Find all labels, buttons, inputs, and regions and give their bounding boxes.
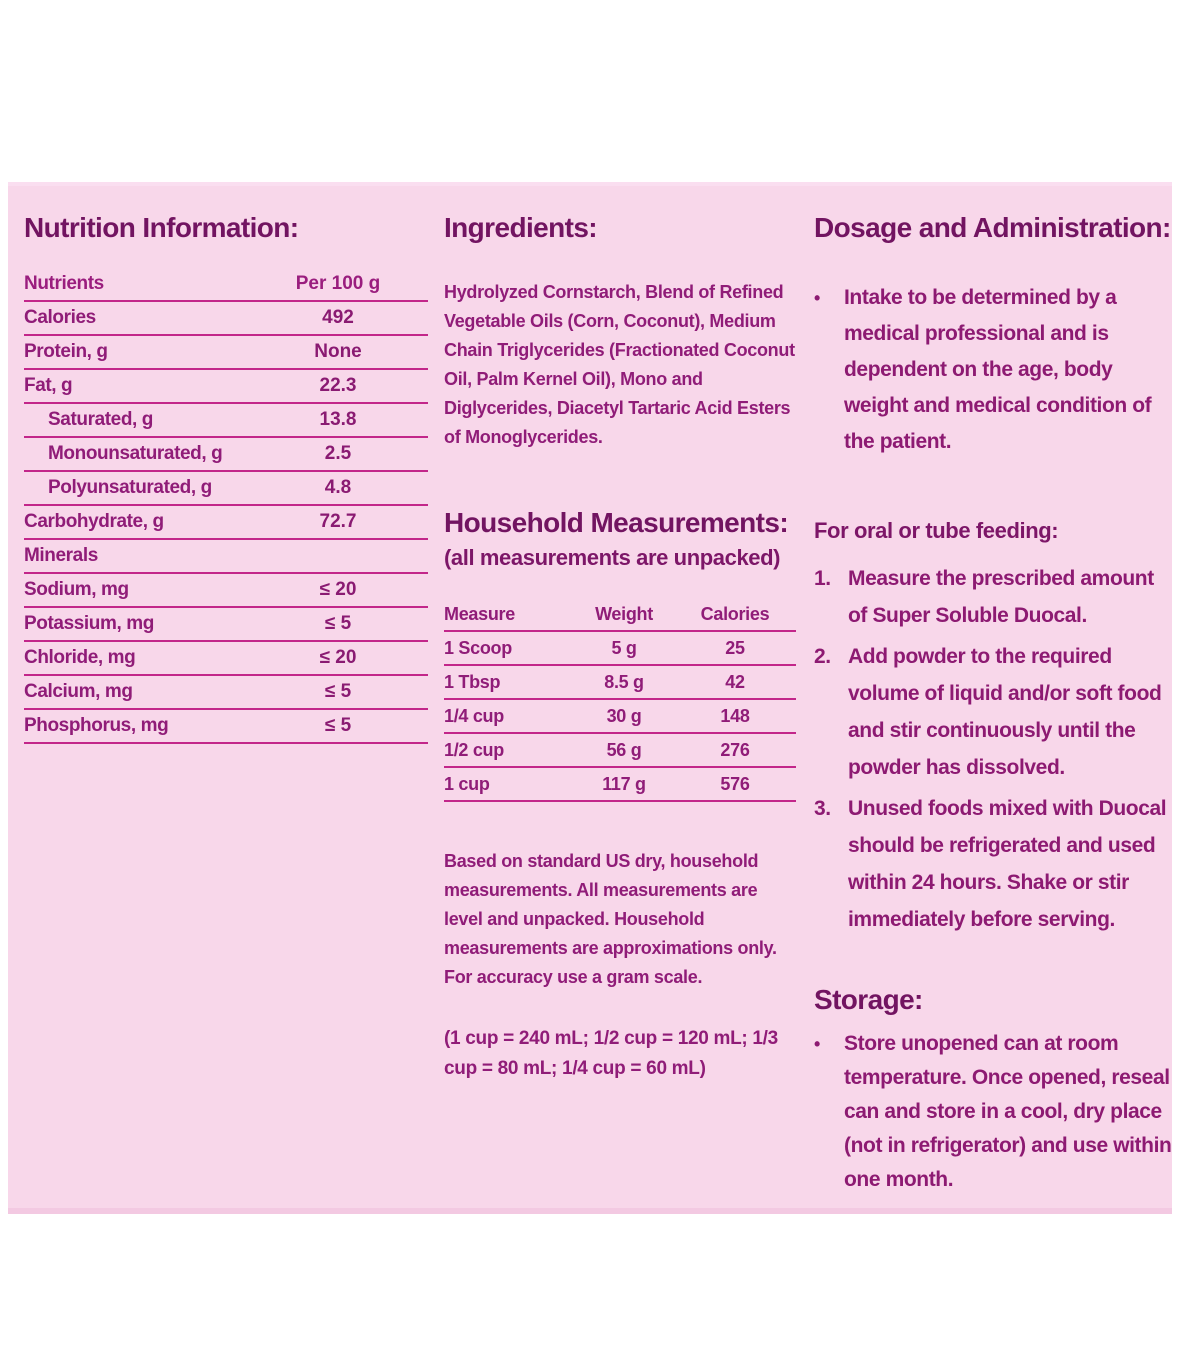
nutrient-value: 13.8 — [319, 409, 357, 430]
bullet-icon: • — [814, 1034, 820, 1054]
nutrient-label: Protein, g — [24, 341, 108, 362]
nutrient-value: 72.7 — [319, 511, 357, 532]
calories-value: 25 — [725, 637, 745, 658]
cup-conversions: (1 cup = 240 mL; 1/2 cup = 120 mL; 1/3 c… — [444, 1028, 778, 1079]
household-header-row: Measure Weight Calories — [444, 598, 796, 632]
table-row: 1 Tbsp 8.5 g 42 — [444, 666, 796, 700]
nutrition-header-row: Nutrients Per 100 g — [24, 268, 428, 302]
step-text: Add powder to the required volume of liq… — [848, 645, 1162, 779]
measurements-note: Based on standard US dry, household meas… — [444, 851, 777, 987]
table-row: Saturated, g 13.8 — [24, 404, 428, 438]
step-item: 2. Add powder to the required volume of … — [814, 638, 1178, 786]
nutrient-value: ≤ 5 — [324, 681, 352, 702]
dosage-title: Dosage and Administration: — [814, 212, 1171, 243]
nutrient-value: ≤ 5 — [324, 613, 352, 634]
ingredients-title: Ingredients: — [444, 212, 598, 243]
table-row: 1 cup 117 g 576 — [444, 768, 796, 802]
dosage-bullet: • Intake to be determined by a medical p… — [814, 280, 1178, 460]
weight-value: 5 g — [611, 637, 637, 658]
nutrient-label: Sodium, mg — [24, 579, 129, 600]
nutrient-label: Saturated, g — [48, 409, 153, 430]
nutrient-label: Polyunsaturated, g — [48, 477, 212, 498]
calories-header: Calories — [700, 603, 770, 624]
nutrition-column: Nutrition Information: Nutrients Per 100… — [24, 210, 428, 744]
nutrient-value: 4.8 — [324, 477, 352, 498]
nutrient-label: Carbohydrate, g — [24, 511, 164, 532]
nutrient-value: 2.5 — [324, 443, 352, 464]
feeding-heading: For oral or tube feeding: — [814, 518, 1059, 543]
nutrition-label-panel: Nutrition Information: Nutrients Per 100… — [8, 182, 1172, 1214]
table-row: Monounsaturated, g 2.5 — [24, 438, 428, 472]
per-100g-header: Per 100 g — [295, 273, 381, 294]
table-row: Polyunsaturated, g 4.8 — [24, 472, 428, 506]
storage-bullet: • Store unopened can at room temperature… — [814, 1027, 1178, 1197]
measure-value: 1/4 cup — [444, 705, 504, 726]
table-row: 1/4 cup 30 g 148 — [444, 700, 796, 734]
nutrient-label: Fat, g — [24, 375, 73, 396]
table-row: Chloride, mg ≤ 20 — [24, 642, 428, 676]
nutrient-label: Phosphorus, mg — [24, 715, 169, 736]
household-measurements-table: Measure Weight Calories 1 Scoop 5 g 25 1… — [444, 598, 796, 802]
step-text: Unused foods mixed with Duocal should be… — [848, 797, 1167, 931]
nutrient-label: Calcium, mg — [24, 681, 133, 702]
table-row: Calcium, mg ≤ 5 — [24, 676, 428, 710]
dosage-bullet-text: Intake to be determined by a medical pro… — [844, 286, 1152, 453]
nutrient-value: 22.3 — [319, 375, 357, 396]
nutrient-value: 492 — [322, 307, 354, 328]
nutrition-title: Nutrition Information: — [24, 212, 299, 243]
nutrient-label: Monounsaturated, g — [48, 443, 223, 464]
step-text: Measure the prescribed amount of Super S… — [848, 567, 1154, 627]
step-item: 1. Measure the prescribed amount of Supe… — [814, 560, 1178, 634]
calories-value: 148 — [720, 705, 750, 726]
calories-value: 42 — [725, 671, 745, 692]
nutrient-label: Minerals — [24, 545, 98, 566]
nutrient-value: ≤ 5 — [324, 715, 352, 736]
weight-header: Weight — [595, 603, 653, 624]
storage-bullet-text: Store unopened can at room temperature. … — [844, 1032, 1172, 1191]
nutrient-value: ≤ 20 — [319, 579, 357, 600]
step-item: 3. Unused foods mixed with Duocal should… — [814, 790, 1178, 938]
measure-value: 1 cup — [444, 773, 490, 794]
table-row: 1/2 cup 56 g 276 — [444, 734, 796, 768]
table-row: Carbohydrate, g 72.7 — [24, 506, 428, 540]
measure-header: Measure — [444, 603, 515, 624]
household-measurements-subtitle: (all measurements are unpacked) — [444, 545, 781, 570]
measure-value: 1 Scoop — [444, 637, 512, 658]
feeding-steps: 1. Measure the prescribed amount of Supe… — [814, 560, 1178, 938]
table-row: Fat, g 22.3 — [24, 370, 428, 404]
storage-title: Storage: — [814, 984, 923, 1015]
nutrient-label: Chloride, mg — [24, 647, 136, 668]
table-row: Potassium, mg ≤ 5 — [24, 608, 428, 642]
weight-value: 117 g — [602, 773, 646, 794]
bullet-icon: • — [814, 288, 820, 308]
table-row: Minerals — [24, 540, 428, 574]
nutrient-value: None — [314, 341, 362, 362]
calories-value: 576 — [720, 773, 750, 794]
table-row: Sodium, mg ≤ 20 — [24, 574, 428, 608]
ingredients-text: Hydrolyzed Cornstarch, Blend of Refined … — [444, 282, 795, 447]
table-row: Protein, g None — [24, 336, 428, 370]
measure-value: 1/2 cup — [444, 739, 504, 760]
step-number: 3. — [814, 797, 831, 820]
nutrient-value: ≤ 20 — [319, 647, 357, 668]
step-number: 1. — [814, 567, 831, 590]
nutrient-label: Calories — [24, 307, 96, 328]
step-number: 2. — [814, 645, 831, 668]
nutrient-label: Potassium, mg — [24, 613, 154, 634]
table-row: 1 Scoop 5 g 25 — [444, 632, 796, 666]
calories-value: 276 — [720, 739, 750, 760]
measure-value: 1 Tbsp — [444, 671, 501, 692]
table-row: Calories 492 — [24, 302, 428, 336]
nutrition-table: Nutrients Per 100 g Calories 492 Protein… — [24, 268, 428, 744]
table-row: Phosphorus, mg ≤ 5 — [24, 710, 428, 744]
weight-value: 30 g — [606, 705, 642, 726]
dosage-column: Dosage and Administration: • Intake to b… — [814, 210, 1178, 1197]
ingredients-column: Ingredients: Hydrolyzed Cornstarch, Blen… — [444, 210, 796, 1084]
weight-value: 56 g — [606, 739, 642, 760]
weight-value: 8.5 g — [604, 671, 644, 692]
nutrients-header: Nutrients — [24, 273, 104, 294]
household-measurements-title: Household Measurements: — [444, 507, 789, 538]
